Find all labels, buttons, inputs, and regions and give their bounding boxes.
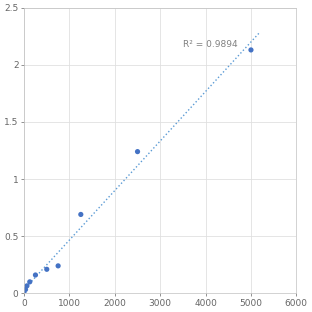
Point bbox=[22, 291, 27, 296]
Point bbox=[248, 47, 253, 52]
Point bbox=[135, 149, 140, 154]
Point bbox=[56, 263, 61, 268]
Point bbox=[33, 272, 38, 277]
Point bbox=[23, 287, 28, 292]
Text: R² = 0.9894: R² = 0.9894 bbox=[183, 40, 237, 48]
Point bbox=[44, 267, 49, 272]
Point bbox=[24, 283, 29, 288]
Point bbox=[78, 212, 83, 217]
Point bbox=[27, 279, 32, 284]
